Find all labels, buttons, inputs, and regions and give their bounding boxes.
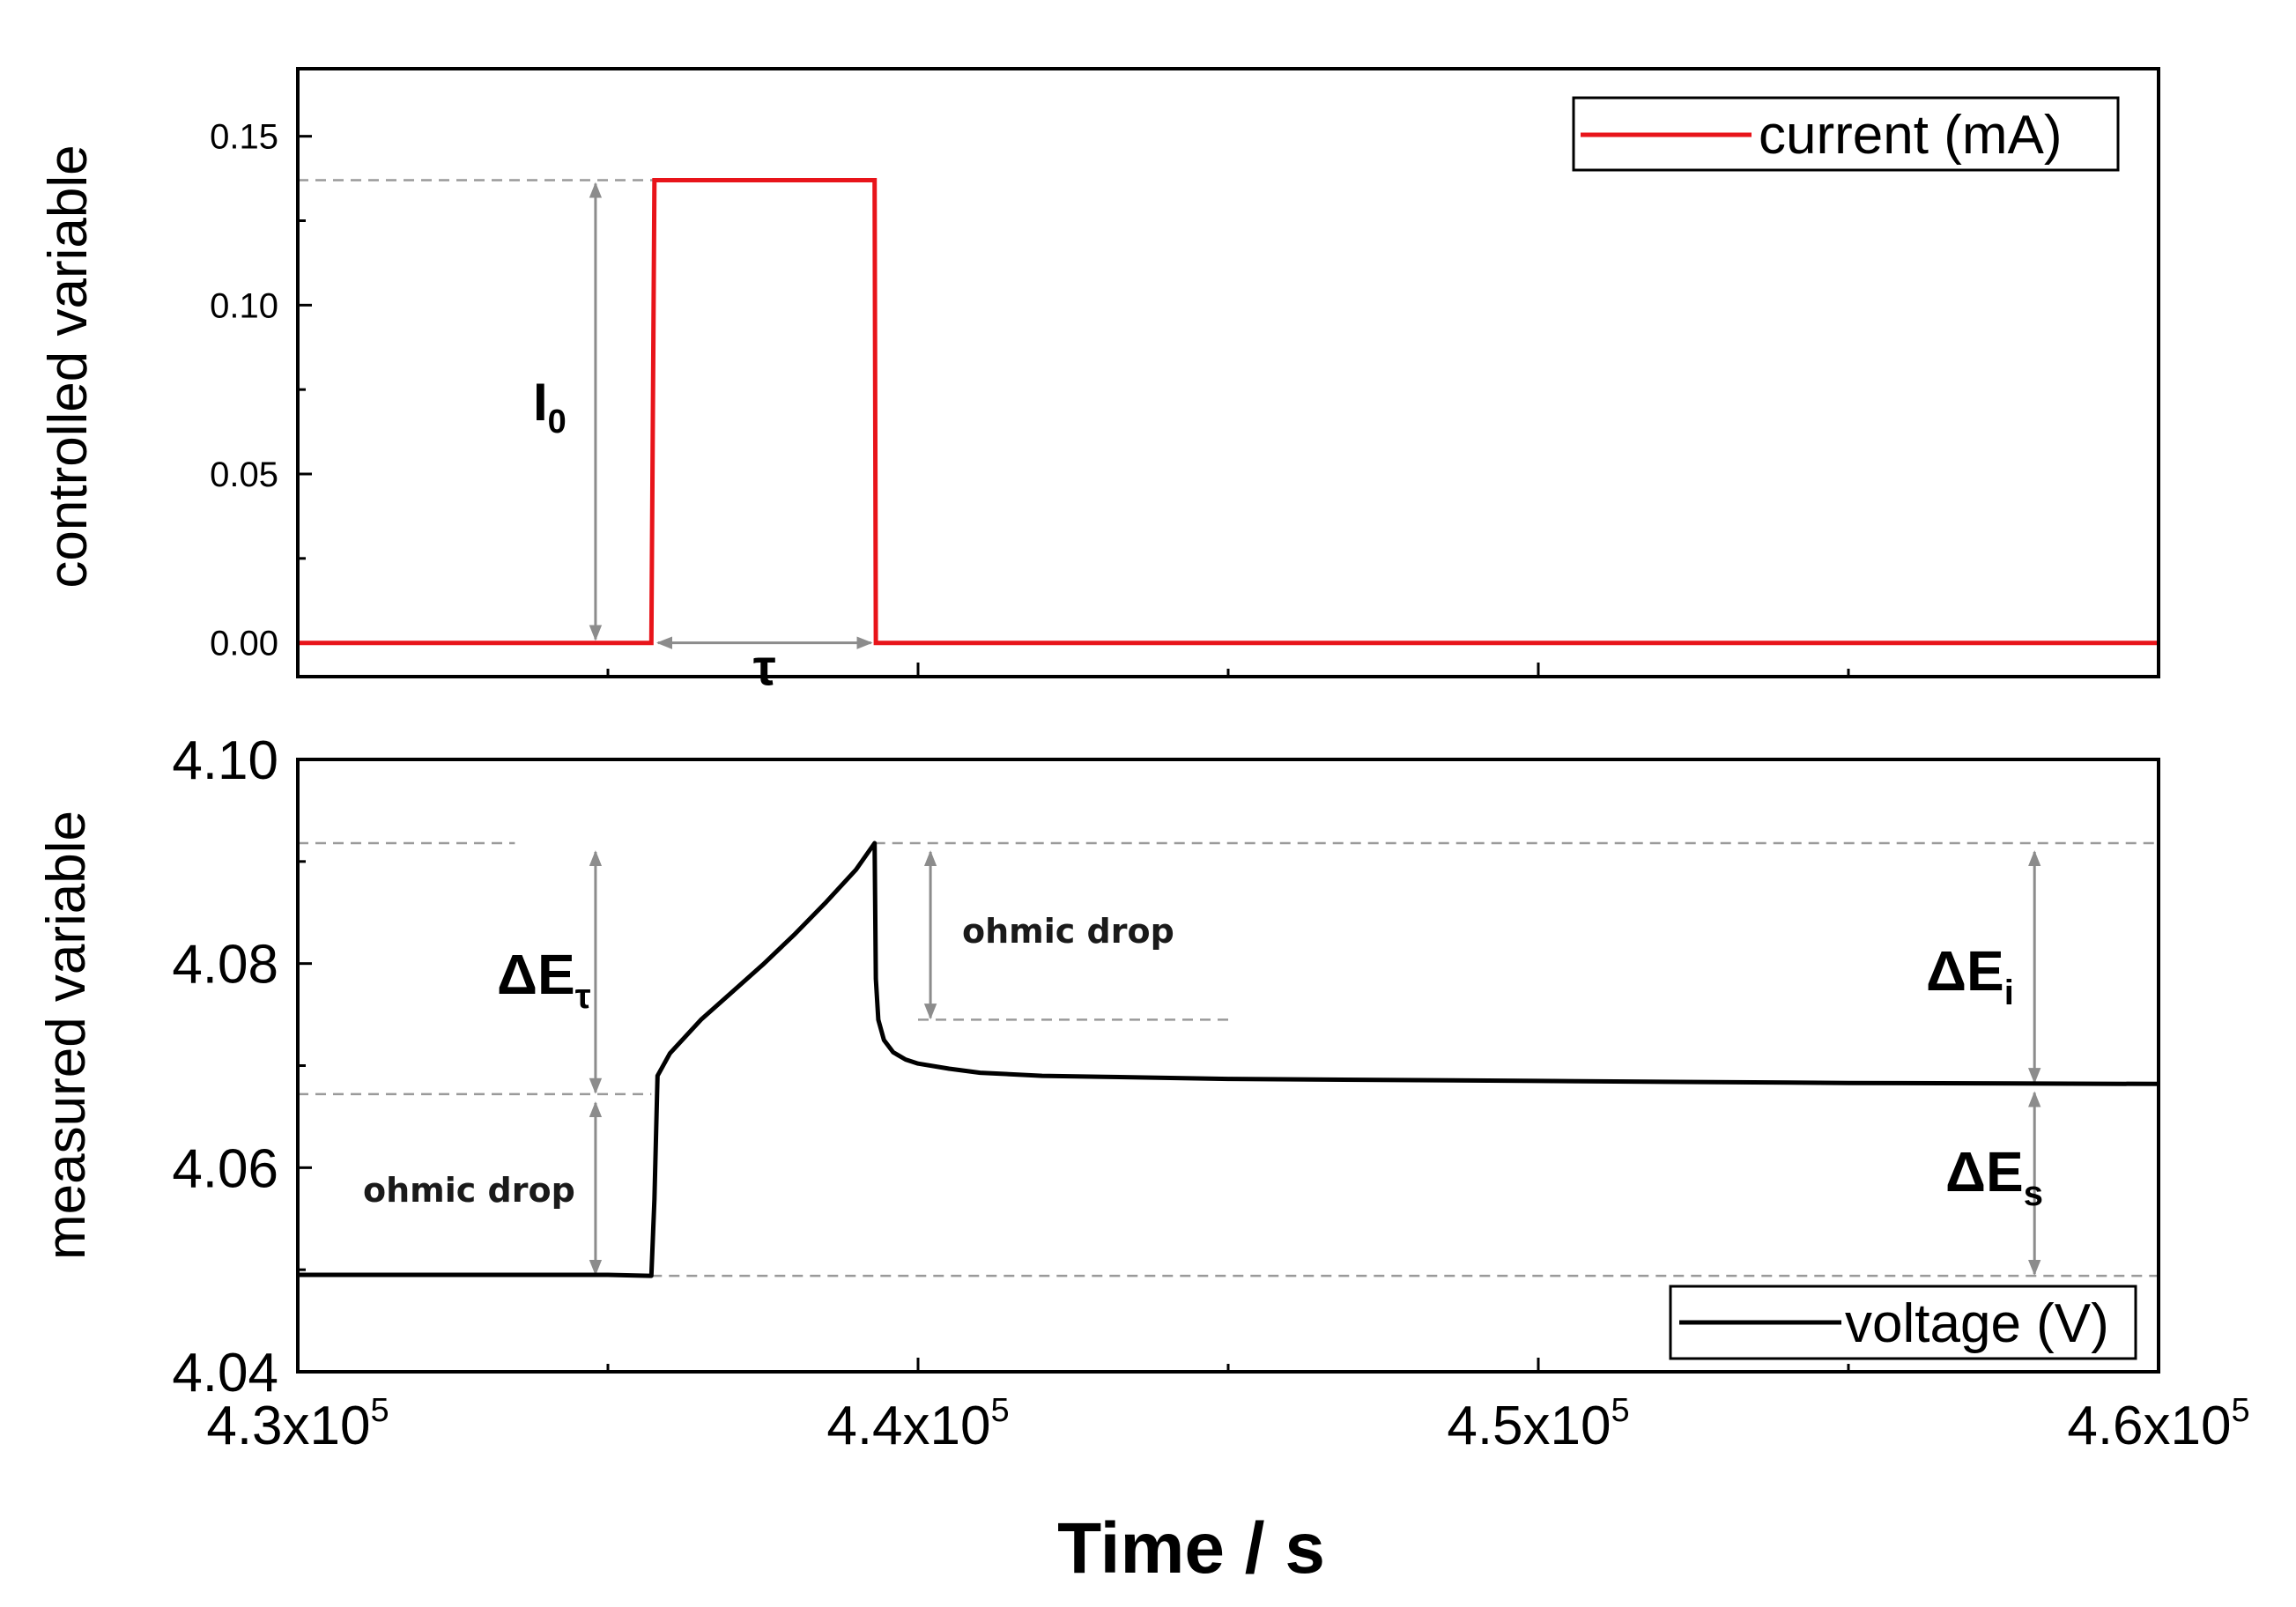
bottom-ytick-label: 4.10 bbox=[172, 730, 278, 791]
bottom-xtick-mantissa: 4.6x10 bbox=[2067, 1396, 2231, 1456]
bottom-xtick-exponent: 5 bbox=[991, 1392, 1010, 1429]
top-legend-label: current (mA) bbox=[1759, 105, 2062, 166]
bottom-ytick-label: 4.04 bbox=[172, 1343, 278, 1403]
bottom-xtick-label: 4.3x105 bbox=[206, 1392, 389, 1456]
bottom-xtick-mantissa: 4.4x10 bbox=[826, 1396, 990, 1456]
delta-e-s-label: ΔEs bbox=[1945, 1140, 2043, 1213]
bottom-xtick-exponent: 5 bbox=[371, 1392, 389, 1429]
bottom-annotations: ohmic drop ohmic drop ΔEτ ΔEi ΔEs bbox=[363, 850, 2043, 1276]
bottom-ytick-label: 4.08 bbox=[172, 935, 278, 996]
bottom-xtick-label: 4.5x105 bbox=[1447, 1392, 1629, 1456]
delta-e-tau-sub: τ bbox=[575, 977, 591, 1016]
voltage-series-line bbox=[298, 841, 2159, 1278]
delta-e-s-base: ΔE bbox=[1945, 1140, 2024, 1203]
bottom-xtick-mantissa: 4.5x10 bbox=[1447, 1396, 1611, 1456]
i0-label: I0 bbox=[533, 373, 567, 441]
delta-e-tau-base: ΔE bbox=[497, 943, 575, 1006]
top-ticks: 0.00 0.05 0.10 0.15 bbox=[210, 118, 2160, 677]
top-annotations: I0 τ bbox=[533, 181, 873, 697]
top-legend: current (mA) bbox=[1572, 96, 2120, 172]
top-ylabel: controlled variable bbox=[38, 144, 99, 588]
bottom-xtick-exponent: 5 bbox=[1611, 1392, 1630, 1429]
delta-e-i-base: ΔE bbox=[1926, 939, 2004, 1003]
ohmic-drop-1-label: ohmic drop bbox=[363, 1171, 575, 1210]
bottom-xtick-label: 4.4x105 bbox=[826, 1392, 1009, 1456]
bottom-ylabel: measured variable bbox=[36, 811, 97, 1260]
bottom-legend: voltage (V) bbox=[1669, 1285, 2137, 1360]
top-ytick-label: 0.00 bbox=[210, 625, 278, 663]
ohmic-drop-2-label: ohmic drop bbox=[962, 912, 1174, 951]
i0-label-base: I bbox=[533, 373, 548, 432]
delta-e-i-sub: i bbox=[2004, 974, 2014, 1012]
bottom-ticks: 4.044.064.084.104.3x105 4.4x105 4.5x105 4.6… bbox=[172, 730, 2249, 1456]
bottom-xtick-mantissa: 4.3x10 bbox=[206, 1396, 370, 1456]
top-ytick-label: 0.05 bbox=[210, 455, 278, 494]
delta-e-i-label: ΔEi bbox=[1926, 939, 2014, 1012]
bottom-plot-frame bbox=[296, 758, 2160, 1374]
current-series-line bbox=[298, 178, 2159, 646]
top-plot-frame bbox=[296, 67, 2160, 678]
bottom-xtick-exponent: 5 bbox=[2232, 1392, 2250, 1429]
bottom-ytick-label: 4.06 bbox=[172, 1138, 278, 1199]
bottom-panel: ohmic drop ohmic drop ΔEτ ΔEi ΔEs 4.044.… bbox=[36, 730, 2250, 1588]
top-legend-box bbox=[1572, 96, 2120, 172]
bottom-guide-lines bbox=[298, 841, 2159, 1277]
delta-e-tau-label: ΔEτ bbox=[497, 943, 591, 1016]
tau-label: τ bbox=[753, 640, 776, 697]
i0-label-sub: 0 bbox=[548, 404, 567, 441]
delta-e-s-sub: s bbox=[2024, 1174, 2043, 1213]
x-axis-label: Time / s bbox=[1057, 1508, 1325, 1588]
bottom-legend-label: voltage (V) bbox=[1845, 1293, 2109, 1354]
top-ytick-label: 0.10 bbox=[210, 286, 278, 325]
top-ytick-label: 0.15 bbox=[210, 118, 278, 157]
bottom-xtick-label: 4.6x105 bbox=[2067, 1392, 2249, 1456]
top-panel: I0 τ 0.00 0.05 0.10 0.15 current (mA) contr… bbox=[38, 67, 2160, 697]
